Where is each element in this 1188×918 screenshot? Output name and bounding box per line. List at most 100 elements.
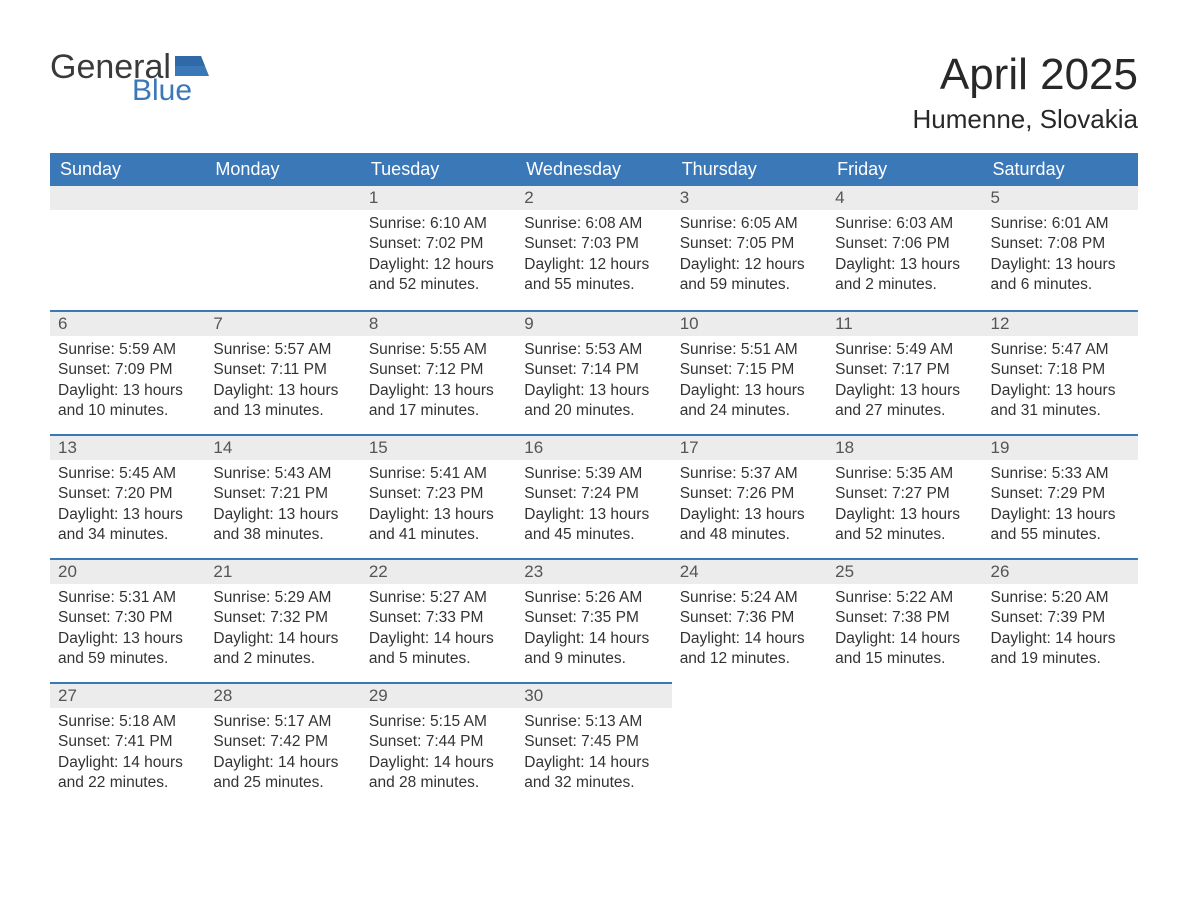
daylight-line: Daylight: 12 hours and 59 minutes. bbox=[680, 255, 819, 296]
sunset-line: Sunset: 7:44 PM bbox=[369, 732, 508, 752]
calendar-day-cell: 30Sunrise: 5:13 AMSunset: 7:45 PMDayligh… bbox=[516, 682, 671, 806]
sunset-line: Sunset: 7:06 PM bbox=[835, 234, 974, 254]
day-number: 8 bbox=[361, 310, 516, 336]
calendar-empty-cell bbox=[50, 186, 205, 310]
sunset-line: Sunset: 7:15 PM bbox=[680, 360, 819, 380]
day-number: 21 bbox=[205, 558, 360, 584]
weekday-header: Sunday bbox=[50, 153, 205, 186]
calendar-day-cell: 24Sunrise: 5:24 AMSunset: 7:36 PMDayligh… bbox=[672, 558, 827, 682]
sunset-line: Sunset: 7:14 PM bbox=[524, 360, 663, 380]
day-number: 13 bbox=[50, 434, 205, 460]
sunrise-line: Sunrise: 5:24 AM bbox=[680, 588, 819, 608]
day-details: Sunrise: 6:10 AMSunset: 7:02 PMDaylight:… bbox=[361, 210, 516, 304]
day-details: Sunrise: 5:29 AMSunset: 7:32 PMDaylight:… bbox=[205, 584, 360, 678]
day-details: Sunrise: 5:27 AMSunset: 7:33 PMDaylight:… bbox=[361, 584, 516, 678]
daylight-line: Daylight: 13 hours and 2 minutes. bbox=[835, 255, 974, 296]
calendar-day-cell: 2Sunrise: 6:08 AMSunset: 7:03 PMDaylight… bbox=[516, 186, 671, 310]
weekday-header: Wednesday bbox=[516, 153, 671, 186]
day-details: Sunrise: 5:33 AMSunset: 7:29 PMDaylight:… bbox=[983, 460, 1138, 554]
day-number: 28 bbox=[205, 682, 360, 708]
day-details: Sunrise: 5:26 AMSunset: 7:35 PMDaylight:… bbox=[516, 584, 671, 678]
daylight-line: Daylight: 13 hours and 6 minutes. bbox=[991, 255, 1130, 296]
daylight-line: Daylight: 13 hours and 41 minutes. bbox=[369, 505, 508, 546]
day-details: Sunrise: 5:57 AMSunset: 7:11 PMDaylight:… bbox=[205, 336, 360, 430]
page-title: April 2025 bbox=[913, 50, 1138, 100]
daylight-line: Daylight: 14 hours and 22 minutes. bbox=[58, 753, 197, 794]
calendar-day-cell: 15Sunrise: 5:41 AMSunset: 7:23 PMDayligh… bbox=[361, 434, 516, 558]
calendar-day-cell: 27Sunrise: 5:18 AMSunset: 7:41 PMDayligh… bbox=[50, 682, 205, 806]
day-details: Sunrise: 5:59 AMSunset: 7:09 PMDaylight:… bbox=[50, 336, 205, 430]
daylight-line: Daylight: 13 hours and 45 minutes. bbox=[524, 505, 663, 546]
sunset-line: Sunset: 7:20 PM bbox=[58, 484, 197, 504]
day-details: Sunrise: 6:01 AMSunset: 7:08 PMDaylight:… bbox=[983, 210, 1138, 304]
weekday-header: Thursday bbox=[672, 153, 827, 186]
day-number: 19 bbox=[983, 434, 1138, 460]
calendar-week-row: 6Sunrise: 5:59 AMSunset: 7:09 PMDaylight… bbox=[50, 310, 1138, 434]
day-number: 2 bbox=[516, 186, 671, 210]
day-details: Sunrise: 5:13 AMSunset: 7:45 PMDaylight:… bbox=[516, 708, 671, 802]
daylight-line: Daylight: 13 hours and 17 minutes. bbox=[369, 381, 508, 422]
sunset-line: Sunset: 7:42 PM bbox=[213, 732, 352, 752]
sunset-line: Sunset: 7:41 PM bbox=[58, 732, 197, 752]
brand-word-2: Blue bbox=[132, 76, 209, 106]
sunset-line: Sunset: 7:38 PM bbox=[835, 608, 974, 628]
calendar-day-cell: 6Sunrise: 5:59 AMSunset: 7:09 PMDaylight… bbox=[50, 310, 205, 434]
day-details: Sunrise: 5:20 AMSunset: 7:39 PMDaylight:… bbox=[983, 584, 1138, 678]
calendar-day-cell: 8Sunrise: 5:55 AMSunset: 7:12 PMDaylight… bbox=[361, 310, 516, 434]
day-details: Sunrise: 6:05 AMSunset: 7:05 PMDaylight:… bbox=[672, 210, 827, 304]
day-details: Sunrise: 5:53 AMSunset: 7:14 PMDaylight:… bbox=[516, 336, 671, 430]
day-number: 26 bbox=[983, 558, 1138, 584]
calendar-day-cell: 22Sunrise: 5:27 AMSunset: 7:33 PMDayligh… bbox=[361, 558, 516, 682]
daylight-line: Daylight: 14 hours and 28 minutes. bbox=[369, 753, 508, 794]
day-details: Sunrise: 5:37 AMSunset: 7:26 PMDaylight:… bbox=[672, 460, 827, 554]
day-details: Sunrise: 5:45 AMSunset: 7:20 PMDaylight:… bbox=[50, 460, 205, 554]
day-details: Sunrise: 6:08 AMSunset: 7:03 PMDaylight:… bbox=[516, 210, 671, 304]
daylight-line: Daylight: 14 hours and 2 minutes. bbox=[213, 629, 352, 670]
day-number: 22 bbox=[361, 558, 516, 584]
sunset-line: Sunset: 7:27 PM bbox=[835, 484, 974, 504]
day-details: Sunrise: 5:47 AMSunset: 7:18 PMDaylight:… bbox=[983, 336, 1138, 430]
daylight-line: Daylight: 13 hours and 24 minutes. bbox=[680, 381, 819, 422]
day-details: Sunrise: 5:18 AMSunset: 7:41 PMDaylight:… bbox=[50, 708, 205, 802]
sunrise-line: Sunrise: 5:17 AM bbox=[213, 712, 352, 732]
day-number: 7 bbox=[205, 310, 360, 336]
calendar-week-row: 1Sunrise: 6:10 AMSunset: 7:02 PMDaylight… bbox=[50, 186, 1138, 310]
calendar-day-cell: 9Sunrise: 5:53 AMSunset: 7:14 PMDaylight… bbox=[516, 310, 671, 434]
daylight-line: Daylight: 13 hours and 48 minutes. bbox=[680, 505, 819, 546]
day-details: Sunrise: 5:22 AMSunset: 7:38 PMDaylight:… bbox=[827, 584, 982, 678]
calendar-day-cell: 5Sunrise: 6:01 AMSunset: 7:08 PMDaylight… bbox=[983, 186, 1138, 310]
calendar-day-cell: 26Sunrise: 5:20 AMSunset: 7:39 PMDayligh… bbox=[983, 558, 1138, 682]
day-number: 25 bbox=[827, 558, 982, 584]
sunset-line: Sunset: 7:29 PM bbox=[991, 484, 1130, 504]
sunset-line: Sunset: 7:12 PM bbox=[369, 360, 508, 380]
daylight-line: Daylight: 13 hours and 55 minutes. bbox=[991, 505, 1130, 546]
calendar-day-cell: 10Sunrise: 5:51 AMSunset: 7:15 PMDayligh… bbox=[672, 310, 827, 434]
weekday-header: Friday bbox=[827, 153, 982, 186]
sunset-line: Sunset: 7:02 PM bbox=[369, 234, 508, 254]
sunrise-line: Sunrise: 5:47 AM bbox=[991, 340, 1130, 360]
sunrise-line: Sunrise: 5:20 AM bbox=[991, 588, 1130, 608]
sunset-line: Sunset: 7:08 PM bbox=[991, 234, 1130, 254]
sunrise-line: Sunrise: 5:39 AM bbox=[524, 464, 663, 484]
day-number: 16 bbox=[516, 434, 671, 460]
calendar-empty-cell bbox=[983, 682, 1138, 806]
day-number: 12 bbox=[983, 310, 1138, 336]
day-details: Sunrise: 5:43 AMSunset: 7:21 PMDaylight:… bbox=[205, 460, 360, 554]
day-number: 1 bbox=[361, 186, 516, 210]
location-subtitle: Humenne, Slovakia bbox=[913, 104, 1138, 135]
calendar-day-cell: 18Sunrise: 5:35 AMSunset: 7:27 PMDayligh… bbox=[827, 434, 982, 558]
sunset-line: Sunset: 7:03 PM bbox=[524, 234, 663, 254]
day-number: 11 bbox=[827, 310, 982, 336]
day-number: 29 bbox=[361, 682, 516, 708]
day-number: 15 bbox=[361, 434, 516, 460]
daylight-line: Daylight: 13 hours and 31 minutes. bbox=[991, 381, 1130, 422]
calendar-day-cell: 17Sunrise: 5:37 AMSunset: 7:26 PMDayligh… bbox=[672, 434, 827, 558]
sunset-line: Sunset: 7:32 PM bbox=[213, 608, 352, 628]
sunrise-line: Sunrise: 6:08 AM bbox=[524, 214, 663, 234]
sunrise-line: Sunrise: 5:22 AM bbox=[835, 588, 974, 608]
empty-daynum-bar bbox=[50, 186, 205, 210]
calendar-day-cell: 3Sunrise: 6:05 AMSunset: 7:05 PMDaylight… bbox=[672, 186, 827, 310]
calendar-day-cell: 14Sunrise: 5:43 AMSunset: 7:21 PMDayligh… bbox=[205, 434, 360, 558]
calendar-empty-cell bbox=[672, 682, 827, 806]
daylight-line: Daylight: 14 hours and 19 minutes. bbox=[991, 629, 1130, 670]
